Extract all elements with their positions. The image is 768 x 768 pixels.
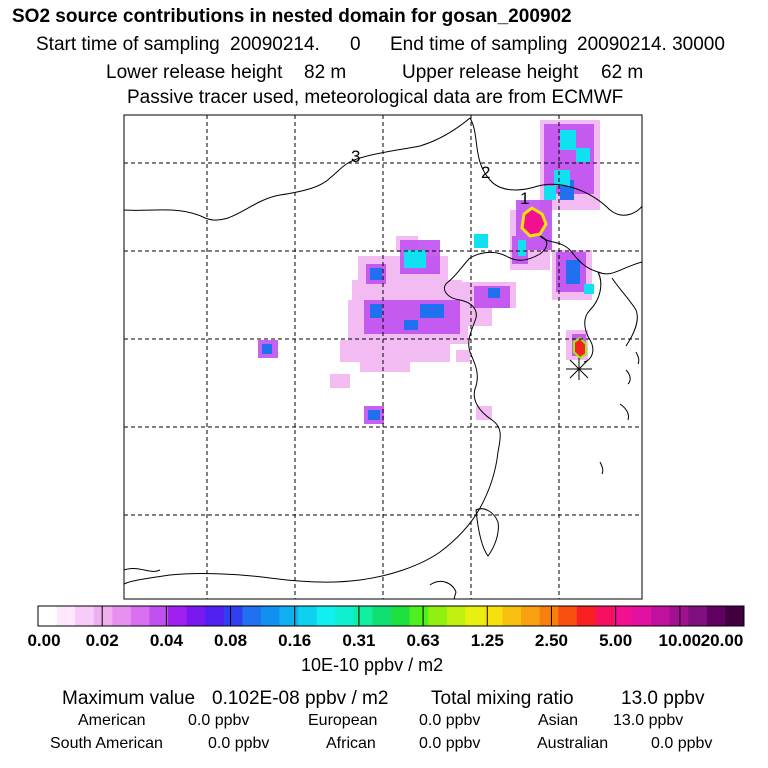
colorbar-cell — [502, 606, 522, 626]
colorbar-cell — [75, 606, 95, 626]
colorbar-tick-label: 0.08 — [213, 631, 248, 650]
colorbar-cell — [446, 606, 466, 626]
colorbar-tick-label: 0.63 — [406, 631, 440, 650]
european-value: 0.0 ppbv — [419, 712, 481, 729]
tracer-cyan — [404, 130, 594, 294]
american-value: 0.0 ppbv — [188, 712, 250, 729]
colorbar-cell — [56, 606, 76, 626]
region-label-1: 1 — [520, 189, 529, 208]
hotspot-shenyang — [520, 206, 548, 238]
australian-value: 0.0 ppbv — [651, 735, 713, 752]
region-label-3: 3 — [351, 147, 360, 166]
colorbar-tick-label: 0.31 — [342, 631, 376, 650]
colorbar-cell — [725, 606, 745, 626]
colorbar-cell — [353, 606, 373, 626]
max-value: 0.102E-08 ppbv / m2 — [212, 688, 389, 709]
colorbar-cell — [112, 606, 132, 626]
colorbar-cell — [186, 606, 206, 626]
lower-release-label: Lower release height — [106, 62, 283, 83]
american-label: American — [78, 712, 146, 729]
colorbar-cell — [260, 606, 281, 626]
colorbar-tick-label: 0.16 — [278, 631, 312, 650]
colorbar-cell — [613, 606, 634, 626]
colorbar-cell — [38, 606, 58, 626]
colorbar-cell — [223, 606, 243, 626]
upper-release-label: Upper release height — [402, 62, 579, 83]
colorbar-cell — [391, 606, 411, 626]
start-time-label: Start time of sampling — [36, 34, 220, 55]
tracer-note: Passive tracer used, meteorological data… — [127, 87, 624, 108]
colorbar-cell — [149, 606, 169, 626]
coastlines — [124, 117, 642, 599]
colorbar-cell — [483, 606, 503, 626]
south-american-value: 0.0 ppbv — [208, 735, 270, 752]
colorbar-cell — [688, 606, 708, 626]
lower-release-value: 82 m — [304, 62, 347, 83]
african-label: African — [326, 735, 376, 752]
hotspot-korea — [573, 336, 587, 360]
asian-label: Asian — [538, 712, 579, 729]
start-time-value: 20090214. — [230, 34, 320, 55]
map-frame — [123, 114, 643, 600]
colorbar-tick-label: 5.00 — [599, 631, 633, 650]
colorbar-cell — [595, 606, 615, 626]
colorbar-tick-label: 1.25 — [470, 631, 504, 650]
european-label: European — [308, 712, 378, 729]
colorbar-tick-label: 0.00 — [27, 631, 61, 650]
end-time-label: End time of sampling — [390, 34, 568, 55]
colorbar-cell — [279, 606, 299, 626]
colorbar-tick-label: 0.04 — [149, 631, 183, 650]
colorbar-tick-label: 0.02 — [85, 631, 119, 650]
colorbar-cell — [130, 606, 150, 626]
region-label-2: 2 — [481, 163, 490, 182]
total-mixing-label: Total mixing ratio — [431, 688, 574, 709]
colorbar-cell — [93, 606, 113, 626]
colorbar-cell — [465, 606, 485, 626]
total-mixing-value: 13.0 ppbv — [621, 688, 705, 709]
colorbar-cell — [168, 606, 188, 626]
colorbar-cell — [558, 606, 578, 626]
colorbar-cell — [298, 606, 318, 626]
colorbar-tick-label: 2.50 — [534, 631, 568, 650]
receptor-star — [566, 358, 592, 380]
graticule — [124, 115, 642, 599]
south-american-label: South American — [50, 735, 163, 752]
start-time-hour: 0 — [350, 34, 361, 55]
end-time-value: 20090214. 30000 — [577, 34, 725, 55]
colorbar-tick-label: 10.00 — [658, 631, 702, 650]
australian-label: Australian — [537, 735, 609, 752]
colorbar-cell — [539, 606, 559, 626]
colorbar-cell — [521, 606, 541, 626]
colorbar-cell — [706, 606, 726, 626]
colorbar-cell — [205, 606, 225, 626]
tracer-blue — [262, 180, 580, 420]
max-value-label: Maximum value — [62, 688, 196, 709]
colorbar-cell — [372, 606, 392, 626]
colorbar-tick-label: 20.00 — [700, 631, 744, 650]
african-value: 0.0 ppbv — [419, 735, 481, 752]
colorbar-cell — [242, 606, 262, 626]
colorbar-cell — [316, 606, 336, 626]
colorbar-cell — [651, 606, 671, 626]
colorbar-cell — [409, 606, 429, 626]
plot-title: SO2 source contributions in nested domai… — [12, 6, 572, 27]
colorbar-cell — [335, 606, 355, 626]
colorbar-cell — [428, 606, 448, 626]
colorbar-units: 10E-10 ppbv / m2 — [301, 655, 444, 675]
asian-value: 13.0 ppbv — [613, 712, 684, 729]
upper-release-value: 62 m — [601, 62, 644, 83]
colorbar-cell — [669, 606, 689, 626]
colorbar-cell — [576, 606, 596, 626]
colorbar-cell — [632, 606, 652, 626]
